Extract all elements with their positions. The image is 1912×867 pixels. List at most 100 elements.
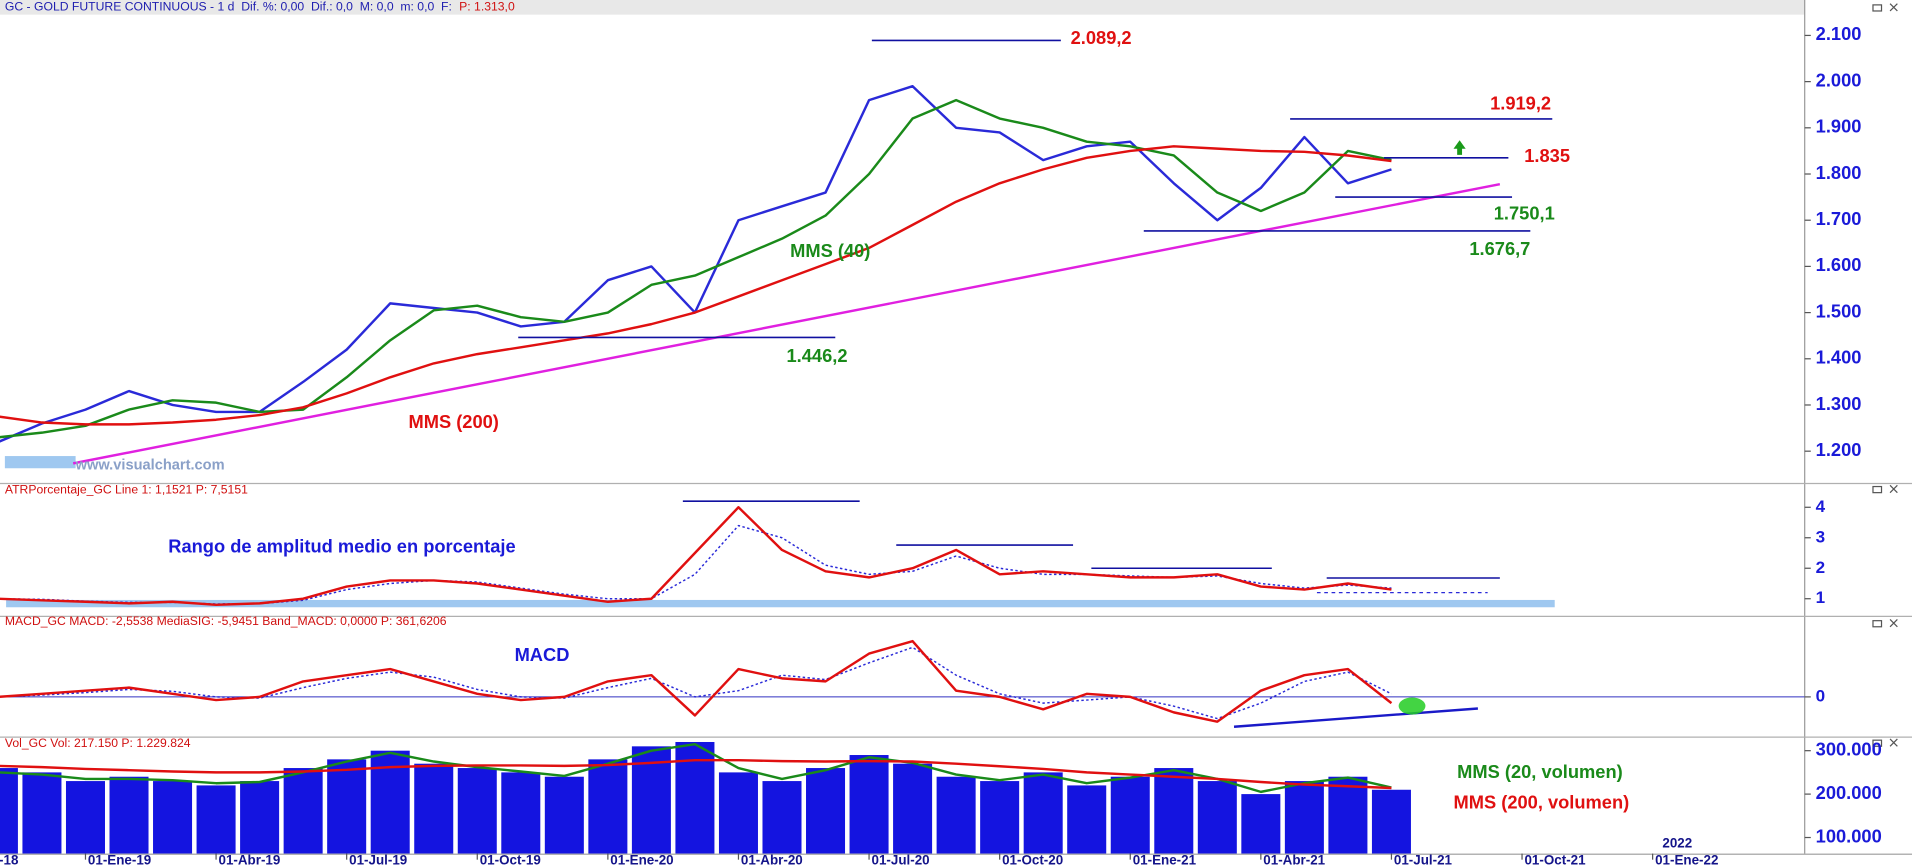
series-line (0, 98, 1392, 439)
macd-highlight (1398, 697, 1426, 715)
series-line (0, 84, 1392, 443)
volume-bar (65, 781, 105, 854)
volume-bar (1284, 781, 1324, 854)
trend-line (72, 182, 1501, 465)
y-tick-label: 100.000 (1816, 825, 1882, 846)
year-label: 2022 (1662, 835, 1692, 850)
x-tick-label: 01-Jul-21 (1394, 852, 1453, 867)
series-line (0, 145, 1392, 426)
volume-bar (718, 772, 758, 854)
y-tick-label: 1.800 (1816, 162, 1862, 183)
volume-bar (849, 755, 889, 854)
volume-bar (1067, 785, 1107, 854)
x-tick-label: 01-Ene-21 (1133, 852, 1197, 867)
x-tick-label: 01-Abr-19 (219, 852, 281, 867)
level-label: 1.676,7 (1469, 238, 1530, 259)
series-label: MMS (200, volumen) (1454, 791, 1630, 812)
y-tick-label: 1.200 (1816, 439, 1862, 460)
x-tick-label: 01-Jul-20 (871, 852, 929, 867)
series-label: MMS (20, volumen) (1457, 761, 1623, 782)
header-bar (0, 0, 1912, 15)
level-label: 1.750,1 (1494, 202, 1555, 223)
volume-bar (1023, 772, 1063, 854)
volume-bar (1110, 776, 1150, 854)
y-tick-label: 1 (1816, 588, 1826, 607)
volume-bar (153, 781, 193, 854)
annotation: Rango de amplitud medio en porcentaje (168, 535, 515, 556)
x-tick-label: 01-Oct-18 (0, 852, 19, 867)
y-tick-label: 2 (1816, 558, 1826, 577)
window-controls[interactable] (1872, 3, 1898, 747)
y-tick-label: 4 (1816, 497, 1826, 516)
y-tick-label: 0 (1816, 686, 1826, 705)
level-label: 1.446,2 (787, 345, 848, 366)
atr-level-lines (682, 500, 1500, 579)
volume-bar (1328, 776, 1368, 854)
volume-bar (544, 776, 584, 854)
series-label: MMS (40) (790, 240, 870, 261)
y-tick-label: 1.700 (1816, 208, 1862, 229)
y-tick-label: 1.500 (1816, 300, 1862, 321)
x-tick-label: 01-Jul-19 (349, 852, 407, 867)
level-label: 2.089,2 (1071, 27, 1132, 48)
y-tick-label: 1.600 (1816, 254, 1862, 275)
series-line (0, 646, 1392, 720)
volume-bar (762, 781, 802, 854)
volume-bar (0, 768, 18, 854)
panel-title: ATRPorcentaje_GC Line 1: 1,1521 P: 7,515… (5, 482, 248, 496)
y-tick-label: 1.900 (1816, 116, 1862, 137)
volume-bar (806, 768, 846, 854)
volume-bar (1241, 794, 1281, 854)
volume-bar (980, 781, 1020, 854)
panel-title: MACD_GC MACD: -2,5538 MediaSIG: -5,9451 … (5, 614, 447, 628)
macd-trend-line (1233, 707, 1478, 728)
series-line (0, 742, 1392, 794)
annotation: MACD (515, 644, 570, 665)
level-label: 1.919,2 (1490, 93, 1551, 114)
panel-title: Vol_GC Vol: 217.150 P: 1.229.824 (5, 736, 191, 750)
volume-bar (1371, 789, 1411, 854)
volume-bar (196, 785, 236, 854)
axis-strip (1804, 0, 1912, 867)
series-label: MMS (200) (408, 411, 498, 432)
volume-bar (457, 768, 497, 854)
chart-subtitle: P: 1.313,0 (459, 0, 515, 14)
chart-title: GC - GOLD FUTURE CONTINUOUS - 1 d Dif. %… (5, 0, 452, 14)
panel (0, 506, 1392, 607)
x-tick-label: 01-Ene-22 (1655, 852, 1718, 867)
volume-bar (675, 741, 715, 854)
level-label: 1.835 (1524, 145, 1570, 166)
series-line (0, 639, 1393, 723)
y-tick-label: 1.300 (1816, 393, 1862, 414)
x-tick-label: 01-Oct-19 (480, 852, 541, 867)
y-tick-label: 3 (1816, 527, 1826, 546)
volume-bar (240, 781, 280, 854)
series-line (0, 758, 1392, 790)
volume-bar (414, 763, 454, 854)
panel (0, 639, 1805, 723)
y-tick-label: 1.400 (1816, 347, 1862, 368)
x-tick-label: 01-Ene-19 (88, 852, 151, 867)
watermark: www.visualchart.com (75, 458, 225, 474)
volume-bar (22, 772, 62, 854)
volume-bar (327, 759, 367, 854)
volume-bar (109, 776, 149, 854)
highlight-box (4, 456, 76, 469)
volume-bar (893, 763, 933, 854)
volume-bar (1197, 781, 1237, 854)
volume-bar (936, 776, 976, 854)
x-tick-label: 01-Abr-21 (1263, 852, 1325, 867)
y-tick-label: 2.100 (1816, 23, 1862, 44)
volume-bar (588, 759, 628, 854)
y-tick-label: 300.000 (1816, 739, 1882, 760)
x-tick-label: 01-Abr-20 (741, 852, 803, 867)
x-tick-label: 01-Oct-21 (1524, 852, 1586, 867)
highlight-strip (6, 599, 1555, 608)
panel (0, 84, 1392, 443)
x-tick-label: 01-Ene-20 (610, 852, 673, 867)
y-tick-label: 2.000 (1816, 69, 1862, 90)
volume-bar (283, 768, 323, 854)
x-tick-label: 01-Oct-20 (1002, 852, 1063, 867)
